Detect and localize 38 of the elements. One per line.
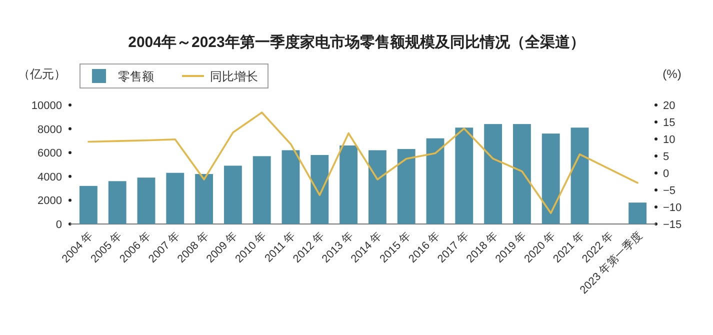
bar [137, 178, 156, 224]
bar [224, 166, 242, 224]
bar [79, 186, 98, 224]
bar [282, 150, 300, 224]
legend-label: 同比增长 [210, 70, 258, 84]
ylabel: （亿元） [18, 67, 66, 81]
bar [455, 128, 474, 224]
bar [570, 128, 589, 224]
bar [628, 202, 647, 224]
bar [340, 145, 358, 224]
y-tick-label: 2000 [38, 195, 62, 208]
y2-tick-label: −5 [663, 185, 676, 197]
y2-tick-label: −15 [663, 219, 682, 231]
bar [368, 150, 386, 224]
legend-label: 零售额 [118, 70, 154, 84]
y2-tick-label: 15 [663, 117, 676, 129]
bar [108, 181, 126, 224]
bar [484, 124, 502, 224]
bar [426, 138, 444, 224]
y-tick-label: 10000 [31, 100, 62, 112]
y2-tick-label: 20 [663, 100, 676, 112]
y-tick-label: 6000 [38, 148, 62, 160]
bar [195, 174, 214, 224]
y2-tick-label: 10 [663, 134, 676, 146]
y2-tick-label: 5 [663, 151, 670, 163]
y2-tick-label: 0 [663, 168, 670, 180]
bar [542, 134, 560, 224]
y-tick-label: 8000 [38, 124, 62, 136]
y-tick-label: 0 [56, 219, 62, 231]
title: 2004年～2023年第一季度家电市场零售额规模及同比情况（全渠道） [128, 34, 585, 51]
bar [252, 156, 271, 224]
bar [310, 154, 329, 224]
bar [397, 149, 416, 224]
bar [166, 172, 184, 224]
y2-tick-label: −10 [663, 202, 682, 214]
y2label: (%) [662, 67, 682, 81]
y-tick-label: 4000 [38, 171, 62, 184]
bar [512, 124, 531, 224]
